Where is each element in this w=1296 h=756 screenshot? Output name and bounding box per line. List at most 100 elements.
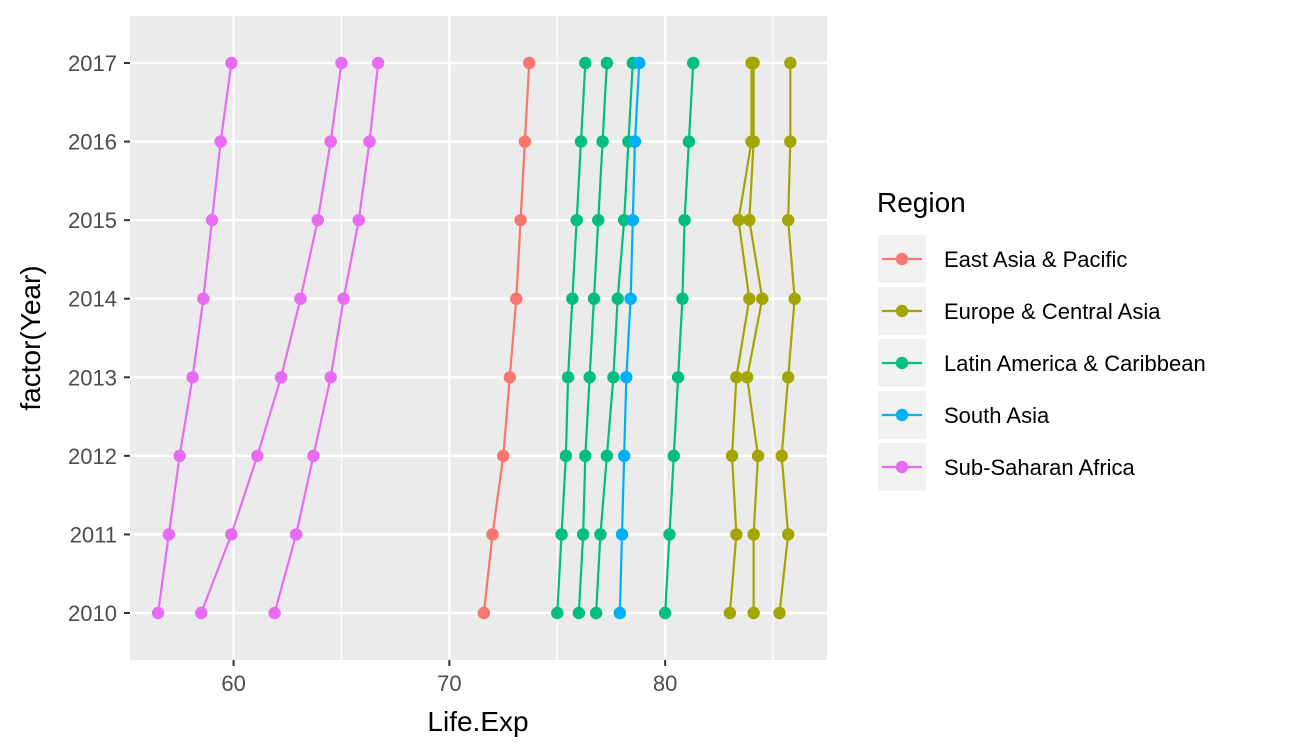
series-line — [273, 62, 380, 614]
plot-panel — [130, 16, 827, 660]
data-point — [788, 292, 801, 305]
data-point — [600, 449, 614, 463]
legend-item: Latin America & Caribbean — [878, 339, 1206, 387]
x-axis-title: Life.Exp — [427, 706, 528, 737]
series-layer — [151, 56, 801, 620]
y-axis: 2010 2011 2012 2013 2014 2015 2016 2017 — [68, 51, 130, 626]
data-point — [559, 449, 573, 463]
x-tick-label: 70 — [437, 671, 461, 696]
data-point — [289, 528, 303, 541]
data-point — [335, 56, 348, 70]
legend-key-point — [895, 252, 909, 266]
legend-key-point — [895, 356, 909, 370]
data-point — [607, 371, 620, 384]
x-tick-label: 80 — [653, 671, 677, 696]
data-point — [587, 292, 601, 305]
data-point — [775, 449, 788, 463]
data-point — [594, 528, 607, 541]
data-point — [574, 135, 588, 148]
series-line — [156, 62, 233, 614]
data-point — [781, 371, 795, 384]
legend-key-point — [895, 460, 909, 474]
legend-item: Sub-Saharan Africa — [878, 443, 1136, 491]
series-group — [477, 56, 536, 620]
data-point — [307, 449, 320, 463]
data-point — [730, 528, 743, 541]
y-tick-label: 2017 — [68, 51, 117, 76]
data-point — [773, 606, 786, 620]
data-point — [596, 135, 609, 148]
data-point — [570, 213, 583, 227]
y-tick-label: 2011 — [70, 522, 117, 547]
data-point — [626, 213, 639, 227]
series-line — [618, 62, 641, 614]
data-point — [205, 213, 219, 227]
legend-label: Europe & Central Asia — [944, 299, 1161, 324]
data-point — [477, 606, 491, 620]
series-line — [746, 63, 764, 613]
y-tick-label: 2010 — [68, 601, 117, 626]
data-point — [751, 449, 765, 463]
legend-key-point — [895, 304, 909, 318]
data-point — [324, 371, 337, 384]
data-point — [324, 135, 337, 148]
data-point — [352, 213, 365, 227]
data-point — [510, 292, 523, 305]
data-point — [561, 371, 575, 384]
data-point — [615, 528, 629, 541]
data-point — [371, 56, 385, 70]
y-tick-label: 2012 — [68, 444, 117, 469]
data-point — [747, 135, 760, 148]
data-point — [784, 135, 797, 148]
data-point — [613, 606, 627, 620]
data-point — [663, 528, 676, 541]
data-point — [658, 606, 672, 620]
series-line — [200, 62, 343, 614]
data-point — [186, 371, 199, 384]
data-point — [337, 292, 350, 305]
data-point — [740, 371, 754, 384]
data-point — [197, 292, 210, 305]
data-point — [617, 213, 631, 227]
data-point — [251, 449, 264, 463]
data-point — [214, 135, 227, 148]
data-point — [678, 213, 691, 227]
data-point — [743, 292, 756, 305]
major-gridlines — [130, 16, 827, 660]
series-line — [577, 62, 608, 614]
data-point — [624, 292, 637, 305]
data-point — [294, 292, 307, 305]
data-point — [628, 135, 642, 148]
legend-title: Region — [877, 187, 966, 218]
legend: Region East Asia & Pacific Europe & Centr… — [877, 187, 1206, 491]
data-point — [723, 606, 737, 620]
data-point — [784, 56, 797, 70]
data-point — [268, 606, 281, 620]
data-point — [747, 528, 760, 541]
data-point — [579, 56, 592, 70]
data-point — [311, 213, 324, 227]
data-point — [676, 292, 689, 305]
data-point — [682, 135, 696, 148]
x-tick-label: 60 — [221, 671, 245, 696]
data-point — [579, 449, 592, 463]
series-line — [482, 62, 531, 614]
series-line — [728, 63, 753, 614]
data-point — [600, 56, 614, 70]
legend-item: Europe & Central Asia — [878, 287, 1161, 335]
data-point — [555, 528, 568, 541]
data-point — [523, 56, 536, 70]
legend-item: East Asia & Pacific — [878, 235, 1127, 283]
data-point — [503, 371, 516, 384]
data-point — [620, 371, 633, 384]
y-tick-label: 2013 — [68, 365, 117, 390]
data-point — [195, 606, 208, 620]
data-point — [566, 292, 579, 305]
data-point — [497, 449, 510, 463]
data-point — [551, 606, 564, 620]
y-tick-label: 2015 — [68, 208, 117, 233]
data-point — [514, 213, 527, 227]
legend-label: Sub-Saharan Africa — [944, 455, 1136, 480]
data-point — [225, 528, 238, 541]
